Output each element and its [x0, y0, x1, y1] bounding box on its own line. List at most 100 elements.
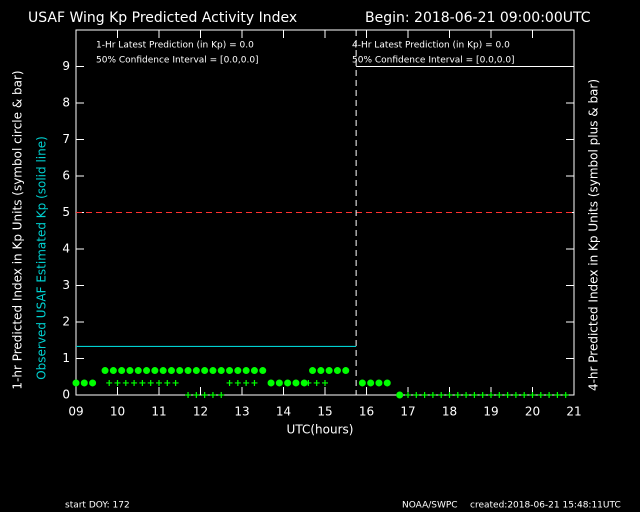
point-4hr [122, 379, 129, 386]
point-1hr [284, 379, 292, 387]
x-tick-label: 18 [442, 405, 457, 419]
point-1hr [367, 379, 375, 387]
x-tick-label: 09 [68, 405, 83, 419]
y-tick-label: 4 [62, 242, 70, 256]
point-4hr [201, 392, 208, 398]
point-4hr [429, 392, 436, 398]
y-tick-label: 2 [62, 315, 70, 329]
point-4hr [251, 379, 258, 386]
point-4hr [438, 392, 445, 398]
point-4hr [537, 392, 544, 398]
x-tick-label: 15 [317, 405, 332, 419]
point-4hr [218, 392, 225, 398]
point-1hr [176, 367, 184, 375]
x-tick-label: 10 [110, 405, 125, 419]
point-4hr [546, 392, 553, 398]
point-4hr [463, 392, 470, 398]
point-4hr [147, 379, 154, 386]
point-4hr [446, 392, 453, 398]
point-4hr [114, 379, 121, 386]
point-1hr [184, 367, 192, 375]
point-1hr [317, 367, 325, 375]
y-tick-label: 6 [62, 169, 70, 183]
point-4hr [479, 392, 486, 398]
point-4hr [305, 379, 312, 386]
point-1hr [217, 367, 225, 375]
point-1hr [275, 379, 283, 387]
point-1hr [126, 367, 134, 375]
point-1hr [143, 367, 151, 375]
point-4hr [496, 392, 503, 398]
point-4hr [554, 392, 561, 398]
y-tick-label: 5 [62, 205, 70, 219]
chart-title: USAF Wing Kp Predicted Activity Index [28, 10, 297, 26]
point-1hr [226, 367, 234, 375]
point-1hr [201, 367, 209, 375]
point-4hr [488, 392, 494, 398]
point-4hr [471, 392, 478, 398]
point-1hr [267, 379, 275, 387]
y-tick-label: 1 [62, 351, 70, 365]
point-4hr [185, 392, 192, 398]
point-4hr [164, 379, 171, 386]
annotation: 50% Confidence Interval = [0.0,0.0] [352, 56, 515, 66]
y-tick-label: 8 [62, 96, 70, 110]
x-tick-label: 11 [151, 405, 166, 419]
point-4hr [193, 392, 200, 398]
point-4hr [421, 392, 428, 398]
point-4hr [396, 392, 403, 398]
point-4hr [521, 392, 528, 398]
y-tick-label: 7 [62, 132, 70, 146]
point-4hr [405, 392, 411, 398]
point-1hr [151, 367, 159, 375]
point-1hr [118, 367, 126, 375]
point-4hr [454, 392, 461, 398]
x-tick-label: 14 [276, 405, 291, 419]
x-axis-label: UTC(hours) [287, 423, 354, 437]
point-4hr [106, 379, 113, 386]
y-tick-label: 3 [62, 278, 70, 292]
point-4hr [413, 392, 420, 398]
y-tick-label: 0 [62, 388, 70, 402]
x-tick-label: 19 [483, 405, 498, 419]
footer: start DOY: 172 [65, 501, 130, 511]
footer: created:2018-06-21 15:48:11UTC [470, 501, 621, 511]
point-4hr [131, 379, 138, 386]
point-4hr [234, 379, 241, 386]
point-1hr [234, 367, 242, 375]
x-tick-label: 13 [234, 405, 249, 419]
y2-axis-label: 4-hr Predicted Index in Kp Units (symbol… [587, 79, 601, 391]
point-1hr [375, 379, 383, 387]
x-tick-label: 21 [566, 405, 581, 419]
point-1hr [383, 379, 391, 387]
point-1hr [292, 379, 300, 387]
point-1hr [89, 379, 97, 387]
annotation: 1-Hr Latest Prediction (in Kp) = 0.0 [96, 41, 254, 51]
y-axis-label-observed: Observed USAF Estimated Kp (solid line) [35, 136, 49, 380]
point-1hr [300, 379, 308, 387]
point-1hr [167, 367, 175, 375]
x-tick-label: 17 [400, 405, 415, 419]
point-4hr [529, 392, 536, 398]
point-4hr [313, 379, 320, 386]
point-1hr [72, 379, 80, 387]
point-1hr [159, 367, 167, 375]
point-1hr [101, 367, 109, 375]
point-1hr [358, 379, 366, 387]
x-tick-label: 20 [525, 405, 540, 419]
chart-subtitle: Begin: 2018-06-21 09:00:00UTC [365, 10, 591, 26]
point-1hr [109, 367, 117, 375]
point-1hr [192, 367, 200, 375]
point-1hr [325, 367, 333, 375]
y-axis-label: 1-hr Predicted Index in Kp Units (symbol… [11, 70, 25, 389]
point-4hr [562, 392, 569, 398]
point-4hr [156, 379, 162, 386]
point-1hr [309, 367, 317, 375]
point-1hr [209, 367, 217, 375]
point-4hr [512, 392, 519, 398]
footer: NOAA/SWPC [402, 501, 458, 511]
point-4hr [504, 392, 511, 398]
point-4hr [139, 379, 146, 386]
point-1hr [342, 367, 350, 375]
y-tick-label: 9 [62, 59, 70, 73]
